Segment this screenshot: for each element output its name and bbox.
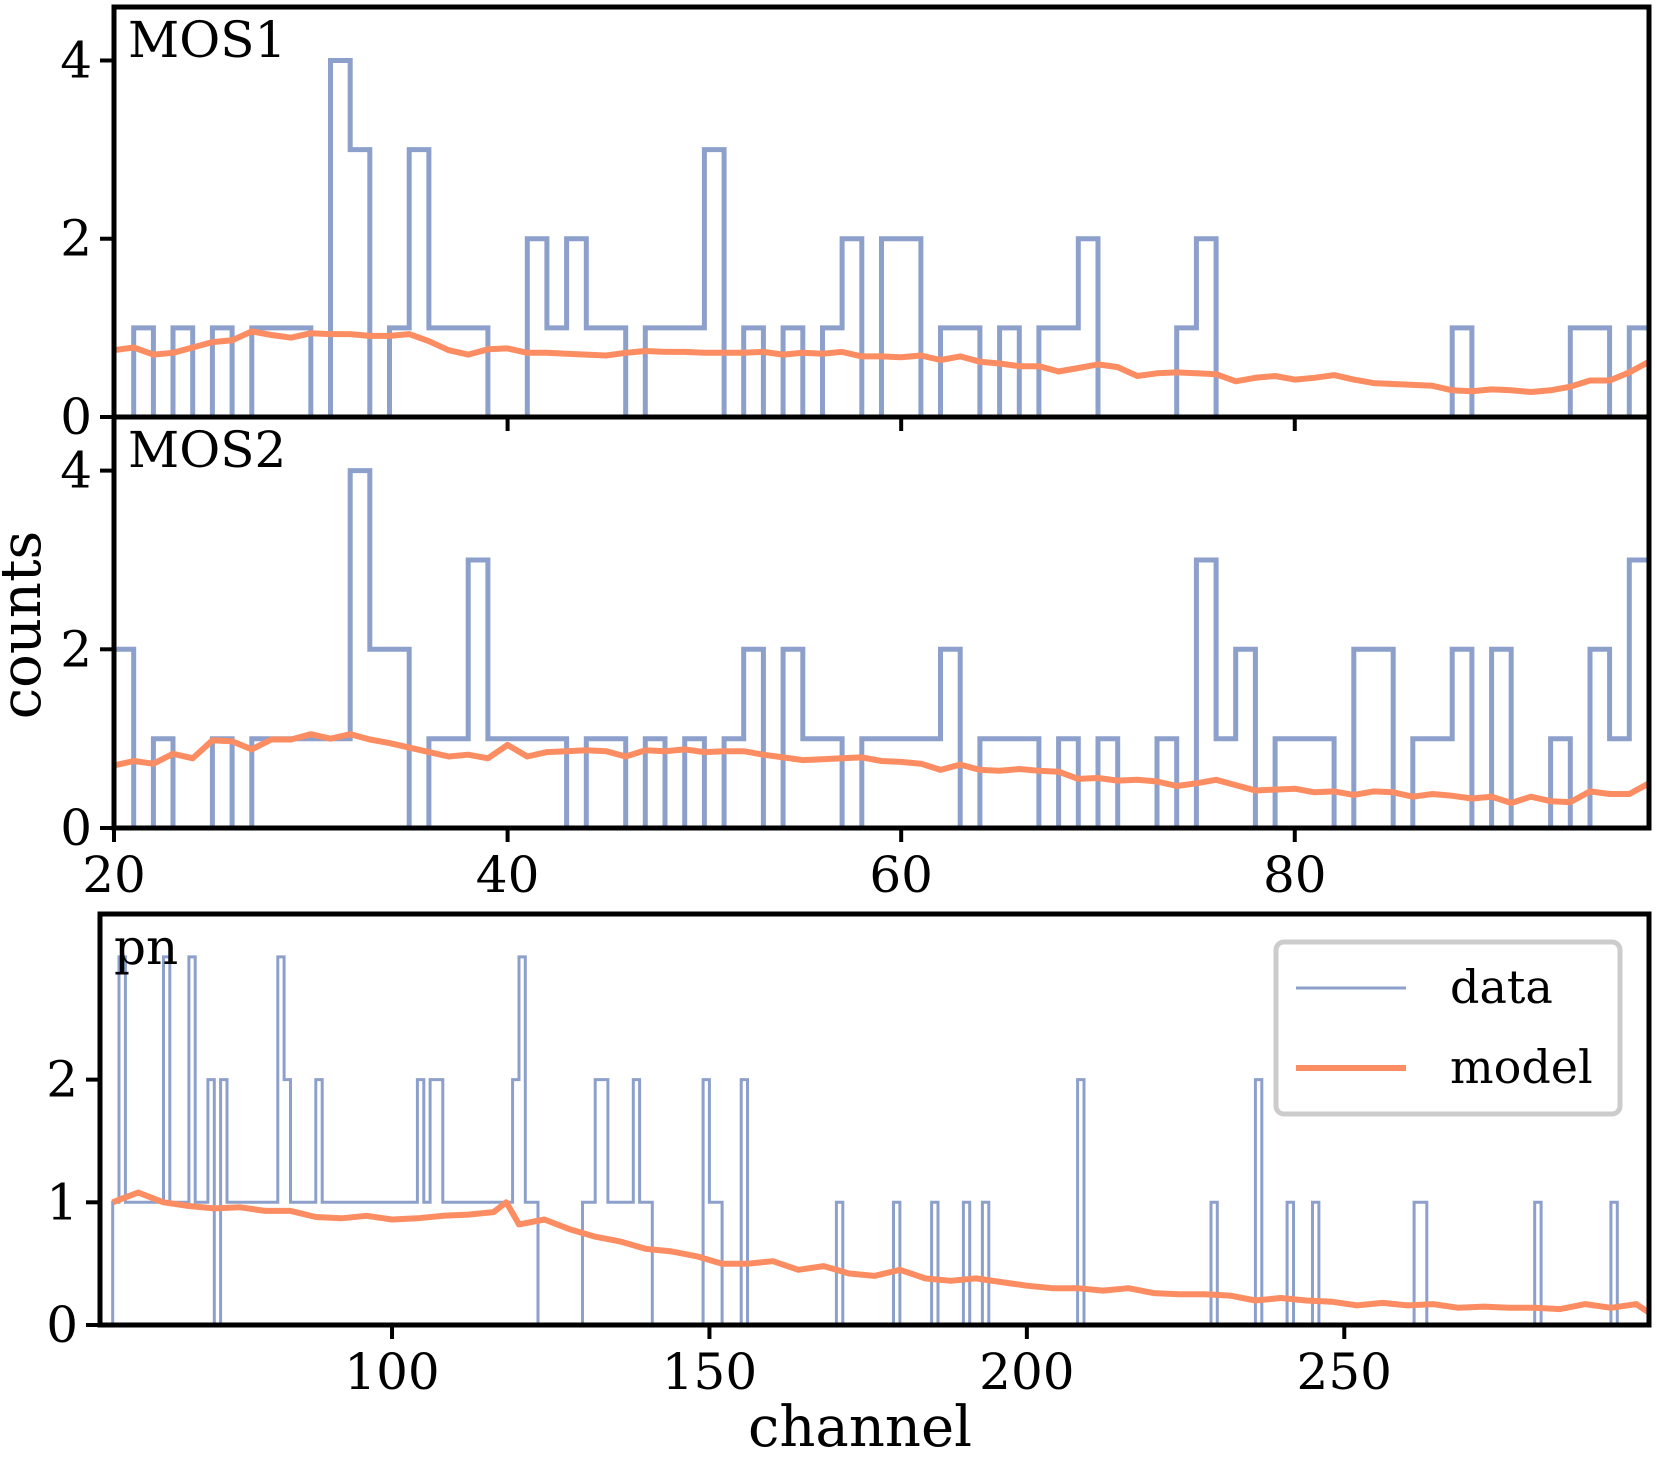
x-tick-label: 150: [662, 1343, 757, 1401]
panel-mos2: MOS2 0 2 4 20 40 60 80: [60, 414, 1652, 904]
legend: data model: [1273, 939, 1623, 1117]
panel-title: MOS2: [128, 421, 286, 479]
y-axis-label: counts: [0, 531, 54, 719]
x-axis-label: channel: [748, 1395, 972, 1458]
x-tick-label: 200: [979, 1343, 1074, 1401]
model-line: [114, 328, 1649, 395]
model-line: [111, 1189, 1649, 1316]
y-tick-label: 4: [60, 31, 92, 89]
data-histogram: [111, 955, 1619, 1325]
y-tick-label: 0: [60, 799, 92, 857]
x-tick-label: 60: [869, 846, 933, 904]
legend-model-label: model: [1450, 1040, 1593, 1094]
y-tick-label: 1: [46, 1173, 78, 1231]
y-tick-label: 0: [46, 1296, 78, 1354]
x-tick-label: 40: [476, 846, 540, 904]
axes-frame: [111, 414, 1652, 831]
panel-title: MOS1: [128, 11, 286, 69]
x-tick-label: 250: [1297, 1343, 1392, 1401]
y-tick-label: 2: [46, 1051, 78, 1109]
axes-frame: [97, 911, 1652, 1328]
legend-data-label: data: [1450, 960, 1553, 1014]
x-tick-label: 100: [344, 1343, 439, 1401]
model-line: [114, 731, 1649, 806]
y-tick-label: 4: [60, 442, 92, 500]
panel-mos1: MOS1 0 2 4: [60, 4, 1652, 446]
y-tick-label: 2: [60, 210, 92, 268]
x-tick-label: 80: [1263, 846, 1327, 904]
panel-title: pn: [114, 918, 178, 976]
data-histogram: [114, 468, 1649, 828]
y-tick-label: 0: [60, 388, 92, 446]
panel-pn: pn 0 1 2 100 150 200 250: [46, 911, 1652, 1401]
x-tick-label: 20: [82, 846, 146, 904]
y-tick-label: 2: [60, 620, 92, 678]
data-histogram: [114, 58, 1649, 417]
